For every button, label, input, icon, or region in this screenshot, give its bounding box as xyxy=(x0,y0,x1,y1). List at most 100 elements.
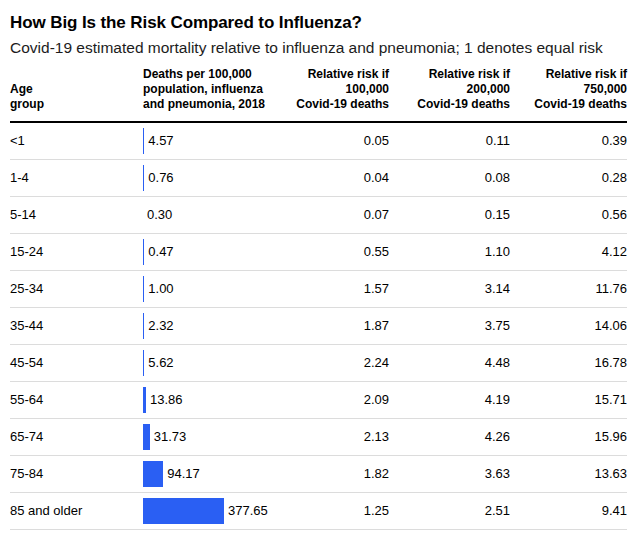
risk-100k-cell: 1.82 xyxy=(270,456,389,493)
age-cell: 75-84 xyxy=(10,456,143,493)
risk-200k-cell: 4.26 xyxy=(389,419,510,456)
risk-100k-cell: 1.87 xyxy=(270,308,389,345)
age-cell: <1 xyxy=(10,122,143,160)
risk-200k-cell: 0.08 xyxy=(389,160,510,197)
header-deaths-per-100k: Deaths per 100,000 population, influenza… xyxy=(143,67,270,122)
deaths-bar-group: 0.47 xyxy=(143,244,270,260)
deaths-cell: 94.17 xyxy=(143,456,270,493)
deaths-cell: 377.65 xyxy=(143,493,270,530)
risk-200k-cell: 2.51 xyxy=(389,493,510,530)
table-row: 45-54 5.62 2.24 4.48 16.78 xyxy=(10,345,627,382)
age-cell: 1-4 xyxy=(10,160,143,197)
risk-100k-cell: 0.55 xyxy=(270,234,389,271)
table-row: <1 4.57 0.05 0.11 0.39 xyxy=(10,122,627,160)
deaths-bar-group: 13.86 xyxy=(143,392,270,408)
deaths-bar xyxy=(143,424,150,450)
risk-750k-cell: 9.41 xyxy=(510,493,627,530)
deaths-bar-group: 5.62 xyxy=(143,355,270,371)
deaths-bar-group: 2.32 xyxy=(143,318,270,334)
deaths-bar-group: 4.57 xyxy=(143,133,270,149)
deaths-cell: 2.32 xyxy=(143,308,270,345)
table-row: 15-24 0.47 0.55 1.10 4.12 xyxy=(10,234,627,271)
deaths-value: 13.86 xyxy=(150,392,183,408)
deaths-value: 0.30 xyxy=(147,207,172,223)
deaths-cell: 4.57 xyxy=(143,122,270,160)
risk-100k-cell: 0.04 xyxy=(270,160,389,197)
chart-subtitle: Covid-19 estimated mortality relative to… xyxy=(10,38,608,58)
risk-750k-cell: 14.06 xyxy=(510,308,627,345)
table-header: Age group Deaths per 100,000 population,… xyxy=(10,67,627,122)
age-cell: 85 and older xyxy=(10,493,143,530)
header-risk-100k: Relative risk if 100,000 Covid-19 deaths xyxy=(270,67,389,122)
risk-750k-cell: 4.12 xyxy=(510,234,627,271)
table-row: 65-74 31.73 2.13 4.26 15.96 xyxy=(10,419,627,456)
risk-200k-cell: 3.63 xyxy=(389,456,510,493)
risk-200k-cell: 4.48 xyxy=(389,345,510,382)
chart-container: How Big Is the Risk Compared to Influenz… xyxy=(0,0,644,554)
risk-750k-cell: 0.28 xyxy=(510,160,627,197)
deaths-bar xyxy=(143,276,144,302)
risk-table: Age group Deaths per 100,000 population,… xyxy=(10,67,627,530)
deaths-bar xyxy=(143,313,144,339)
age-cell: 65-74 xyxy=(10,419,143,456)
risk-100k-cell: 0.05 xyxy=(270,122,389,160)
deaths-value: 377.65 xyxy=(228,503,268,519)
deaths-bar xyxy=(143,239,144,265)
table-row: 85 and older 377.65 1.25 2.51 9.41 xyxy=(10,493,627,530)
deaths-bar xyxy=(143,387,146,413)
deaths-cell: 31.73 xyxy=(143,419,270,456)
age-cell: 45-54 xyxy=(10,345,143,382)
table-row: 35-44 2.32 1.87 3.75 14.06 xyxy=(10,308,627,345)
risk-750k-cell: 15.96 xyxy=(510,419,627,456)
risk-100k-cell: 2.24 xyxy=(270,345,389,382)
age-cell: 25-34 xyxy=(10,271,143,308)
deaths-bar xyxy=(143,165,144,191)
risk-200k-cell: 3.75 xyxy=(389,308,510,345)
table-row: 5-14 0.30 0.07 0.15 0.56 xyxy=(10,197,627,234)
deaths-cell: 0.76 xyxy=(143,160,270,197)
header-age-group: Age group xyxy=(10,67,143,122)
deaths-bar-group: 0.30 xyxy=(143,207,270,223)
deaths-bar-group: 1.00 xyxy=(143,281,270,297)
risk-200k-cell: 3.14 xyxy=(389,271,510,308)
risk-750k-cell: 11.76 xyxy=(510,271,627,308)
age-cell: 55-64 xyxy=(10,382,143,419)
header-risk-750k: Relative risk if 750,000 Covid-19 deaths xyxy=(510,67,627,122)
deaths-cell: 0.30 xyxy=(143,197,270,234)
chart-title: How Big Is the Risk Compared to Influenz… xyxy=(10,12,627,34)
risk-750k-cell: 16.78 xyxy=(510,345,627,382)
risk-750k-cell: 13.63 xyxy=(510,456,627,493)
age-cell: 15-24 xyxy=(10,234,143,271)
risk-200k-cell: 0.11 xyxy=(389,122,510,160)
risk-100k-cell: 1.57 xyxy=(270,271,389,308)
risk-100k-cell: 2.09 xyxy=(270,382,389,419)
risk-100k-cell: 1.25 xyxy=(270,493,389,530)
deaths-cell: 0.47 xyxy=(143,234,270,271)
deaths-bar xyxy=(143,461,163,487)
age-cell: 35-44 xyxy=(10,308,143,345)
risk-750k-cell: 0.39 xyxy=(510,122,627,160)
deaths-cell: 13.86 xyxy=(143,382,270,419)
deaths-bar-group: 377.65 xyxy=(143,503,270,519)
deaths-bar-group: 31.73 xyxy=(143,429,270,445)
table-body: <1 4.57 0.05 0.11 0.39 1-4 0.76 0.04 0.0… xyxy=(10,122,627,530)
deaths-bar-group: 0.76 xyxy=(143,170,270,186)
deaths-value: 31.73 xyxy=(154,429,187,445)
deaths-value: 0.76 xyxy=(148,170,173,186)
deaths-bar xyxy=(143,498,224,524)
deaths-value: 2.32 xyxy=(148,318,173,334)
deaths-value: 4.57 xyxy=(148,133,173,149)
deaths-value: 5.62 xyxy=(148,355,173,371)
deaths-value: 94.17 xyxy=(167,466,200,482)
risk-100k-cell: 2.13 xyxy=(270,419,389,456)
risk-100k-cell: 0.07 xyxy=(270,197,389,234)
risk-200k-cell: 4.19 xyxy=(389,382,510,419)
table-row: 75-84 94.17 1.82 3.63 13.63 xyxy=(10,456,627,493)
risk-750k-cell: 15.71 xyxy=(510,382,627,419)
deaths-bar xyxy=(143,350,144,376)
risk-200k-cell: 1.10 xyxy=(389,234,510,271)
header-risk-200k: Relative risk if 200,000 Covid-19 deaths xyxy=(389,67,510,122)
table-row: 25-34 1.00 1.57 3.14 11.76 xyxy=(10,271,627,308)
age-cell: 5-14 xyxy=(10,197,143,234)
deaths-bar-group: 94.17 xyxy=(143,466,270,482)
